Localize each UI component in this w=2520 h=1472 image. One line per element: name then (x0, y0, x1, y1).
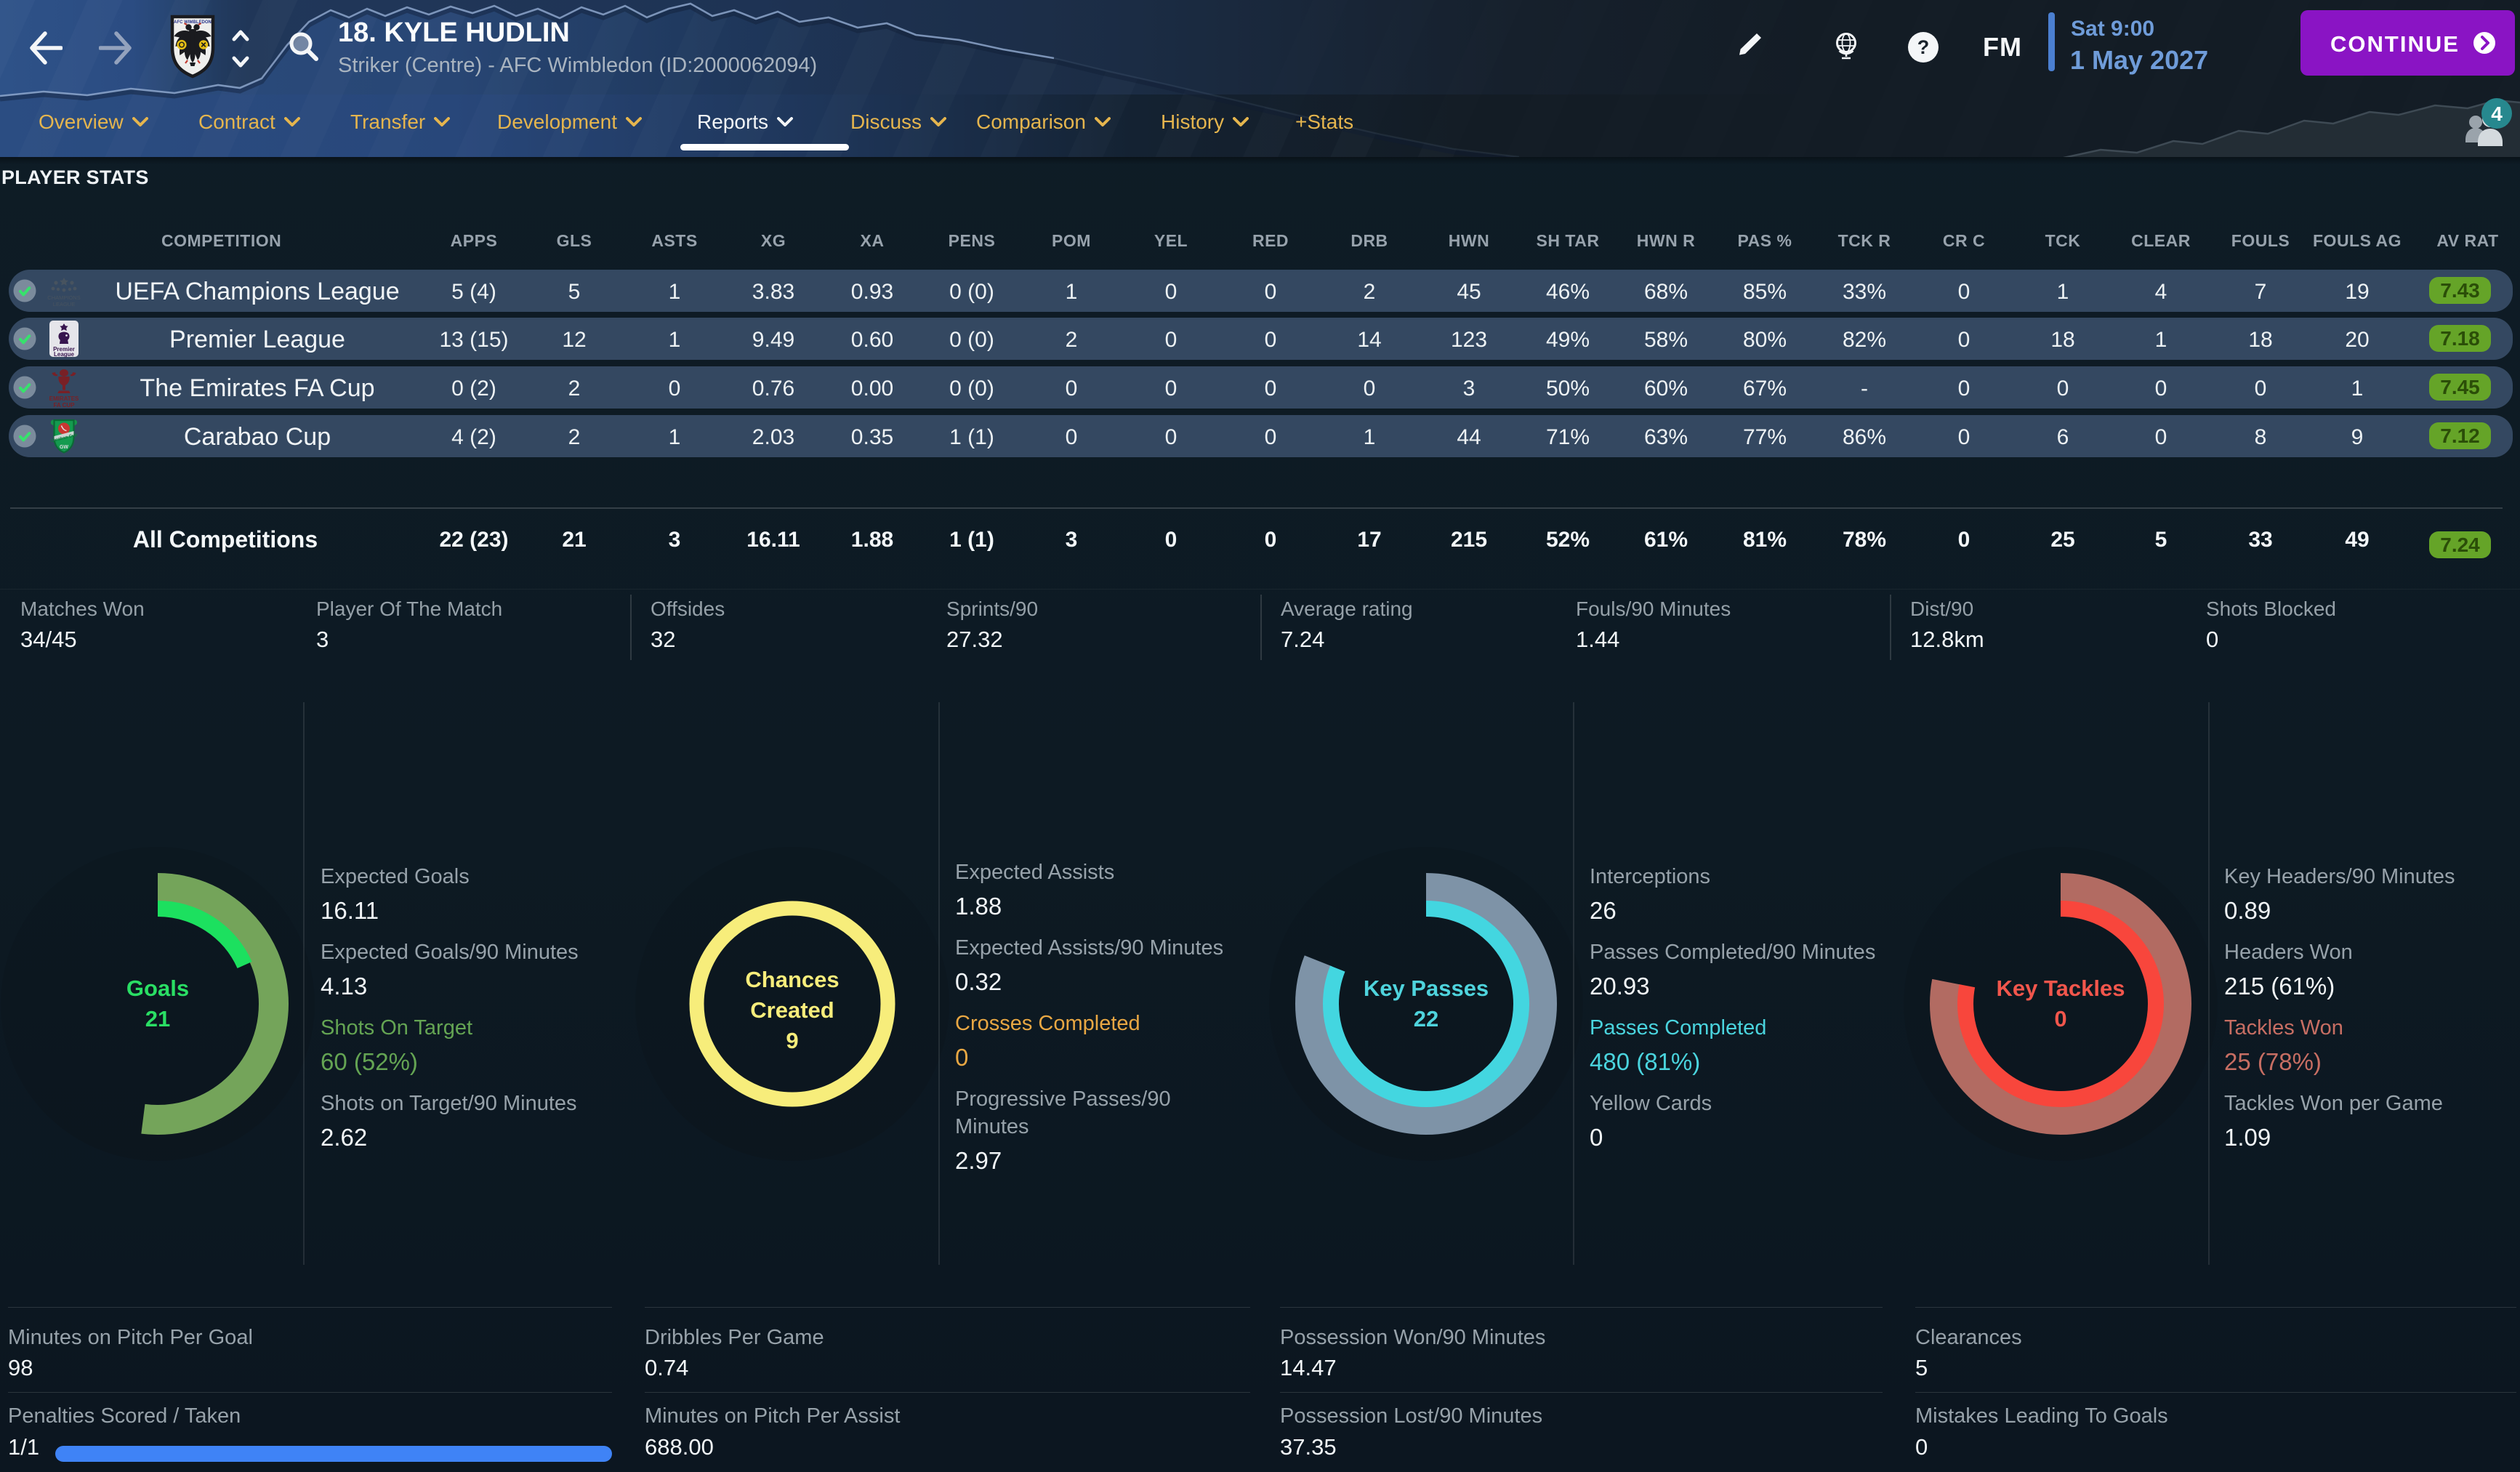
svg-text:Premier: Premier (53, 346, 75, 353)
svg-text:CHAMPIONS: CHAMPIONS (47, 294, 80, 301)
svg-text:FA CUP: FA CUP (53, 402, 75, 407)
svg-text:LEAGUE: LEAGUE (53, 301, 75, 307)
svg-text:4: 4 (2491, 102, 2503, 125)
svg-text:EMIRATES: EMIRATES (49, 395, 79, 402)
svg-text:GW: GW (60, 445, 68, 450)
svg-text:League: League (54, 351, 75, 358)
svg-text:AFC WIMBLEDON: AFC WIMBLEDON (174, 20, 212, 25)
svg-text:?: ? (1917, 36, 1930, 58)
